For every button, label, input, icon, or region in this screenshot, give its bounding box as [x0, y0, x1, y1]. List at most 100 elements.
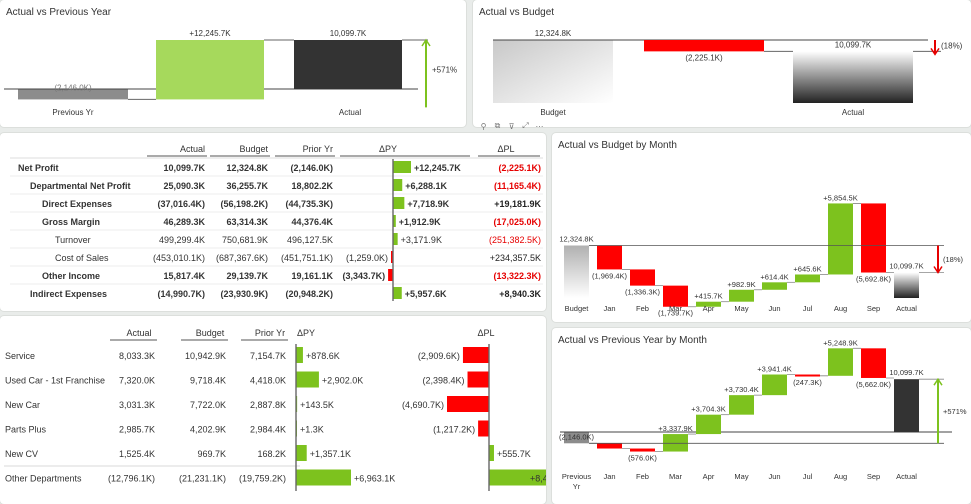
pin-icon[interactable]: ⚲: [480, 121, 487, 131]
dpl-label: (2,225.1K): [498, 163, 541, 173]
dpy-label: +143.5K: [300, 400, 334, 410]
panel-actual-vs-previous-year-by-month: Actual vs Previous Year by Month (2,146.…: [552, 328, 971, 504]
delta-bar: [696, 414, 721, 435]
dpl-label: (2,398.4K): [422, 376, 464, 386]
category-label: Jun: [768, 472, 780, 481]
panel-actual-vs-budget: Actual vs Budget 12,324.8K (2,225.1K) 10,0…: [473, 0, 971, 127]
variance-label: +571%: [943, 407, 967, 416]
row-label: Used Car - 1st Franchise: [5, 376, 105, 386]
cell-actual: 46,289.3K: [163, 217, 205, 227]
dpy-label: +1,357.1K: [310, 449, 351, 459]
dpl-label: (17,025.0K): [493, 217, 541, 227]
dpy-label: +1.3K: [300, 425, 324, 435]
cell-value: (12,796.1K): [108, 474, 155, 484]
panel-department-table: Actual Budget Prior Yr ΔPY ΔPL Service 8,033.3…: [0, 316, 546, 504]
cell-value: 2,984.4K: [250, 425, 286, 435]
previous-year-value-label: (2,146.0K): [54, 83, 92, 92]
dpl-bar: [462, 347, 489, 363]
department-table: Actual Budget Prior Yr ΔPY ΔPL Service 8,033.3…: [4, 328, 546, 491]
category-label: Jan: [603, 304, 615, 313]
variance-arrow-head: [930, 47, 940, 56]
cell-prior: (20,948.2K): [285, 289, 333, 299]
delta-bar: [795, 374, 820, 377]
row-label: Other Departments: [5, 474, 82, 484]
cell-prior: 18,802.2K: [291, 181, 333, 191]
panel-title: Actual vs Previous Year by Month: [558, 335, 707, 346]
row-label: Net Profit: [18, 163, 59, 173]
pl-table: Actual Budget Prior Yr ΔPY ΔPL Net Profit 10,0…: [10, 144, 543, 301]
variance-label: (18%): [943, 255, 964, 264]
dpy-bar: [393, 179, 403, 191]
cell-value: 9,718.4K: [190, 376, 226, 386]
column-header-dpy: ΔPY: [379, 144, 397, 154]
actual-bar: [294, 40, 402, 89]
category-label: Mar: [669, 304, 682, 313]
start-bar: [564, 432, 589, 444]
delta-bar: [762, 374, 787, 396]
cell-prior: (451,751.1K): [281, 253, 333, 263]
panel-title: Actual vs Budget by Month: [558, 140, 677, 151]
focus-icon[interactable]: ⤢: [522, 121, 529, 130]
column-header-dpy: ΔPY: [297, 328, 315, 338]
cell-prior: 496,127.5K: [287, 235, 333, 245]
dpy-label: +5,957.6K: [405, 289, 447, 299]
dpy-bar: [393, 197, 405, 209]
column-header: Actual: [180, 144, 205, 154]
dpy-bar: [296, 371, 319, 388]
delta-value-label: (5,662.0K): [856, 380, 892, 389]
dpl-label: (2,909.6K): [418, 351, 460, 361]
delta-value-label: (2,225.1K): [685, 53, 723, 62]
category-label: Previous: [562, 472, 591, 481]
dpl-label: (13,322.3K): [493, 271, 541, 281]
actual-vs-budget-chart: 12,324.8K (2,225.1K) 10,099.7K (18%) Budget A…: [493, 29, 963, 117]
cell-value: 7,722.0K: [190, 400, 226, 410]
category-label: Sep: [867, 472, 880, 481]
delta-value-label: (247.3K): [793, 378, 822, 387]
cell-value: 4,418.0K: [250, 376, 286, 386]
category-label: Aug: [834, 472, 847, 481]
more-icon[interactable]: ⋯: [535, 121, 544, 131]
copy-icon[interactable]: ⧉: [494, 121, 501, 130]
delta-bar: [597, 245, 622, 270]
cell-prior: 19,161.1K: [291, 271, 333, 281]
cell-budget: (56,198.2K): [220, 199, 268, 209]
end-value-label: 10,099.7K: [889, 262, 923, 271]
cell-actual: (14,990.7K): [157, 289, 205, 299]
category-label: Actual: [896, 304, 917, 313]
actual-bar: [793, 51, 913, 103]
cell-prior: 44,376.4K: [291, 217, 333, 227]
dpl-label: +234,357.5K: [490, 253, 541, 263]
variance-arrow-head: [933, 266, 943, 274]
row-label: Departmental Net Profit: [30, 181, 131, 191]
delta-value-label: (1,739.7K): [658, 309, 694, 318]
column-header-dpl: ΔPL: [497, 144, 514, 154]
category-label: May: [734, 472, 748, 481]
category-label: Jul: [803, 304, 813, 313]
category-label-budget: Budget: [540, 108, 566, 117]
variance-arrow-head: [421, 38, 431, 47]
row-label: Parts Plus: [5, 425, 47, 435]
panel-title: Actual vs Previous Year: [6, 7, 112, 18]
filter-icon[interactable]: ⊽: [508, 121, 515, 131]
cell-budget: 12,324.8K: [226, 163, 268, 173]
delta-bar: [597, 443, 622, 449]
category-label: Mar: [669, 472, 682, 481]
dpy-label: +3,171.9K: [401, 235, 442, 245]
dpy-bar: [393, 161, 411, 173]
delta-value-label: +12,245.7K: [189, 29, 231, 38]
dpy-bar: [296, 469, 351, 486]
cell-value: 1,525.4K: [119, 449, 155, 459]
dpy-bar: [393, 215, 396, 227]
previous-year-bar: [18, 89, 128, 100]
row-label: Turnover: [55, 235, 91, 245]
delta-value-label: +5,248.9K: [823, 338, 857, 347]
dpy-bar: [296, 347, 303, 363]
dpy-label: +878.6K: [306, 351, 340, 361]
category-label: Feb: [636, 304, 649, 313]
start-bar: [564, 245, 589, 298]
row-label: Service: [5, 351, 35, 361]
start-value-label: 12,324.8K: [559, 235, 593, 244]
dpl-label: (1,217.2K): [433, 425, 475, 435]
category-label: Apr: [703, 472, 715, 481]
delta-bar: [729, 395, 754, 415]
